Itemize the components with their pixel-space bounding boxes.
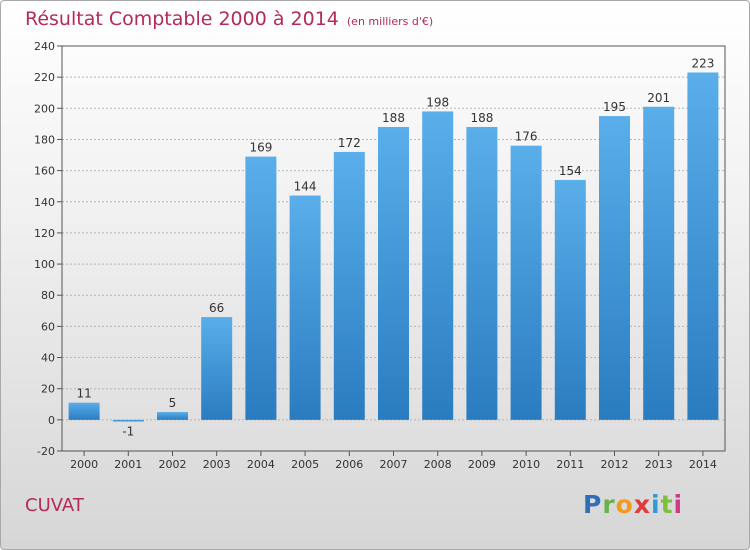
data-label: 11 [76, 387, 91, 401]
y-tick-label: 200 [34, 102, 55, 115]
data-label: 169 [249, 141, 272, 155]
y-tick-label: 80 [41, 289, 55, 302]
y-tick-label: 160 [34, 165, 55, 178]
x-tick-label: 2000 [70, 458, 98, 471]
y-tick-label: -20 [37, 445, 55, 458]
data-label: 223 [691, 56, 714, 70]
y-tick-label: 220 [34, 71, 55, 84]
y-tick-label: 140 [34, 196, 55, 209]
bar [289, 195, 321, 420]
y-axis-ticks: -20 0 20 40 60 80 100 120 140 160 180 200 220 240 [34, 40, 62, 458]
logo-letter: r [602, 490, 616, 519]
y-tick-label: 120 [34, 227, 55, 240]
x-tick-label: 2001 [114, 458, 142, 471]
logo-letter: t [660, 490, 674, 519]
x-tick-label: 2007 [380, 458, 408, 471]
x-axis-ticks: 2000 2001 2002 2003 2004 2005 2006 2007 2008 2009… [70, 451, 717, 471]
data-label: 66 [209, 301, 224, 315]
bar [599, 116, 630, 420]
data-label: 188 [470, 111, 493, 125]
y-tick-label: 40 [41, 352, 55, 365]
y-tick-label: 100 [34, 258, 55, 271]
chart-title: Résultat Comptable 2000 à 2014 (en millie… [25, 8, 433, 30]
bar [333, 151, 365, 420]
data-label: 188 [382, 111, 405, 125]
bar [687, 72, 719, 420]
bar [466, 127, 498, 420]
bars [68, 72, 719, 422]
x-tick-label: 2012 [601, 458, 629, 471]
data-labels: 11 -1 5 66 169 144 172 188 198 188 176 154 195 201 223 [76, 56, 714, 438]
x-tick-label: 2014 [689, 458, 717, 471]
x-tick-label: 2003 [203, 458, 231, 471]
bar [201, 317, 233, 420]
y-tick-label: 20 [41, 383, 55, 396]
x-tick-label: 2011 [556, 458, 584, 471]
x-tick-label: 2009 [468, 458, 496, 471]
y-tick-label: 0 [48, 414, 55, 427]
bar [68, 402, 100, 420]
x-tick-label: 2013 [645, 458, 673, 471]
bar [157, 412, 188, 420]
place-name: CUVAT [25, 495, 84, 516]
x-tick-label: 2002 [159, 458, 187, 471]
y-tick-label: 240 [34, 40, 55, 53]
logo-letter: i [673, 490, 684, 519]
bar [245, 156, 277, 420]
logo-letter: x [633, 490, 651, 519]
logo-letter: o [615, 490, 634, 519]
data-label: 144 [294, 180, 317, 194]
data-label: 154 [559, 164, 582, 178]
x-tick-label: 2010 [512, 458, 540, 471]
data-label: -1 [122, 424, 134, 438]
x-tick-label: 2008 [424, 458, 452, 471]
bar [422, 111, 454, 420]
data-label: 201 [647, 91, 670, 105]
y-tick-label: 60 [41, 320, 55, 333]
y-tick-label: 180 [34, 133, 55, 146]
bar [112, 419, 144, 422]
bar [378, 127, 409, 420]
data-label: 195 [603, 100, 626, 114]
chart-title-text: Résultat Comptable 2000 à 2014 [25, 8, 339, 30]
logo-letter: P [583, 490, 603, 519]
data-label: 5 [169, 396, 177, 410]
bar [510, 145, 542, 420]
x-tick-label: 2005 [291, 458, 319, 471]
bar [643, 106, 675, 420]
data-label: 172 [338, 136, 361, 150]
x-tick-label: 2006 [335, 458, 363, 471]
x-tick-label: 2004 [247, 458, 275, 471]
bar [554, 179, 586, 420]
logo-letter: i [651, 490, 661, 519]
chart-subtitle: (en milliers d'€) [346, 15, 434, 28]
data-label: 198 [426, 95, 449, 109]
data-label: 176 [515, 130, 538, 144]
proxiti-logo: Proxiti [583, 490, 683, 519]
